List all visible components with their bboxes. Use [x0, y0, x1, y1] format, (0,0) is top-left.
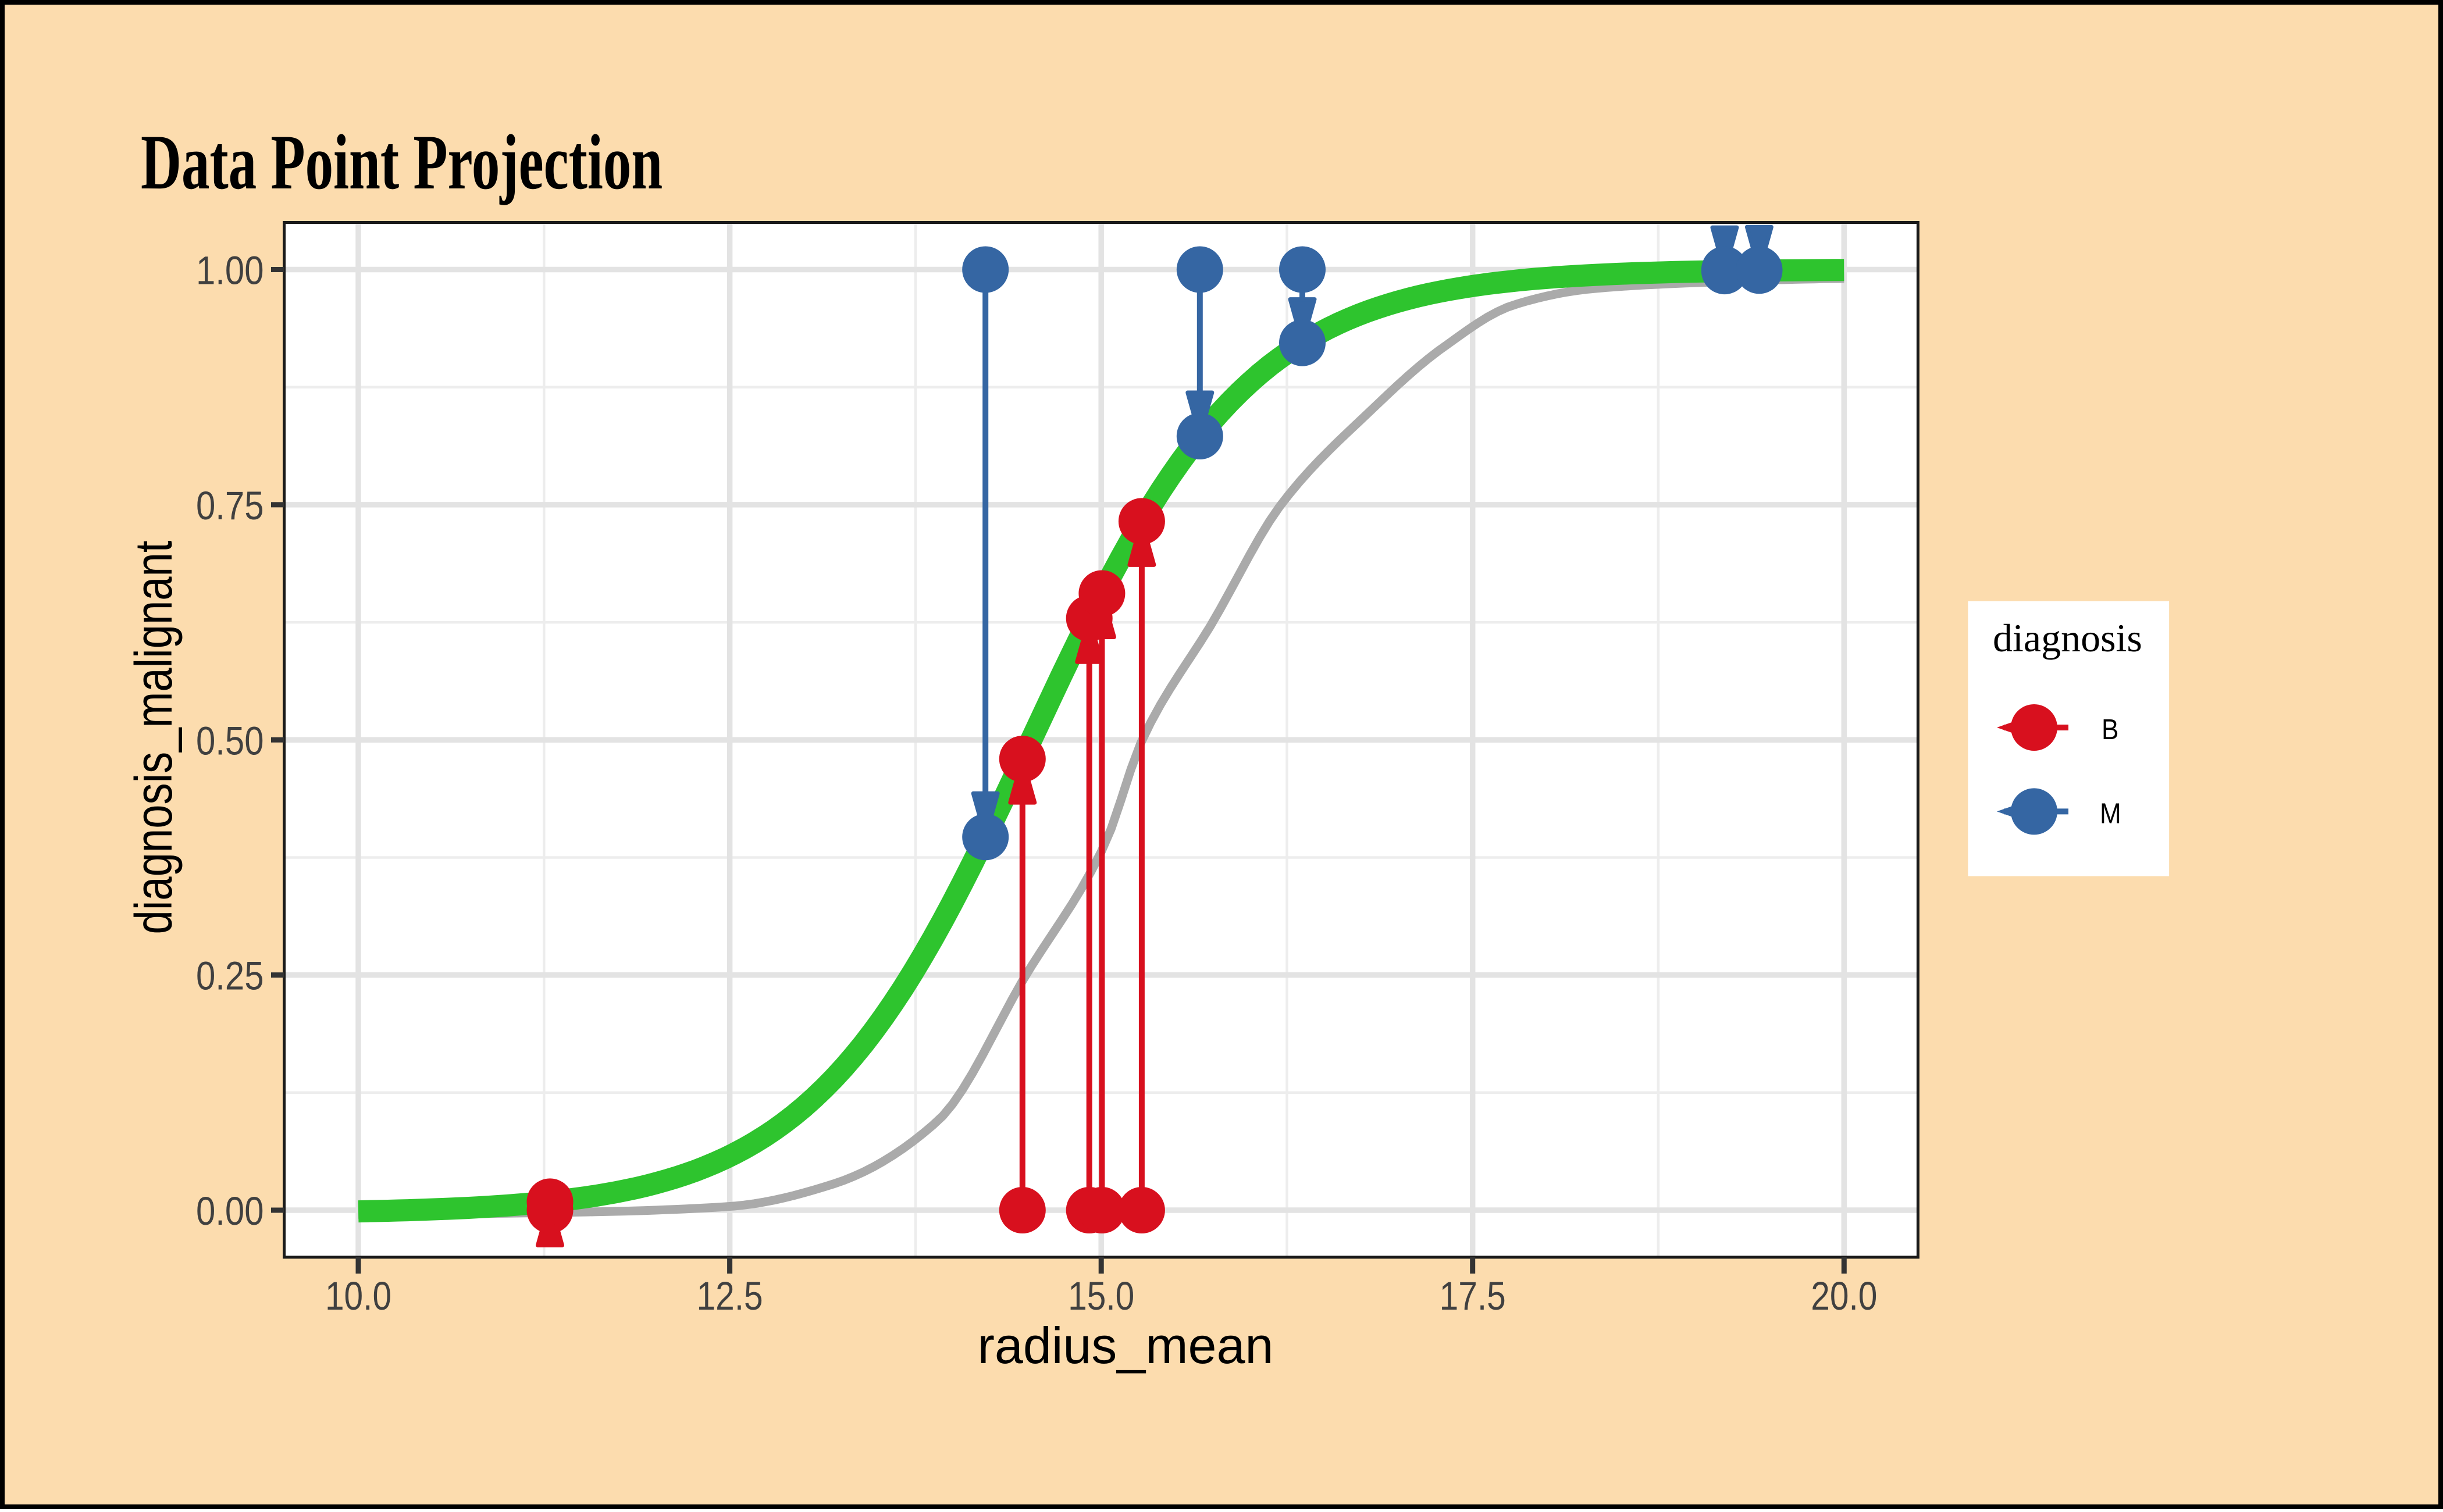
svg-text:diagnosis_malignant: diagnosis_malignant: [124, 540, 183, 934]
svg-text:Data Point Projection: Data Point Projection: [141, 119, 663, 206]
svg-text:10.0: 10.0: [325, 1274, 391, 1319]
svg-text:B: B: [2102, 714, 2118, 746]
svg-text:0.00: 0.00: [196, 1189, 264, 1233]
svg-text:1.00: 1.00: [196, 248, 264, 293]
svg-text:15.0: 15.0: [1068, 1274, 1134, 1319]
svg-text:17.5: 17.5: [1440, 1274, 1506, 1319]
svg-text:radius_mean: radius_mean: [978, 1317, 1274, 1374]
svg-text:diagnosis: diagnosis: [1993, 616, 2142, 660]
svg-text:0.25: 0.25: [196, 954, 264, 999]
svg-text:12.5: 12.5: [697, 1274, 763, 1319]
svg-text:0.50: 0.50: [196, 718, 264, 763]
svg-text:20.0: 20.0: [1811, 1274, 1877, 1319]
svg-text:0.75: 0.75: [196, 483, 264, 528]
svg-text:M: M: [2100, 798, 2121, 830]
